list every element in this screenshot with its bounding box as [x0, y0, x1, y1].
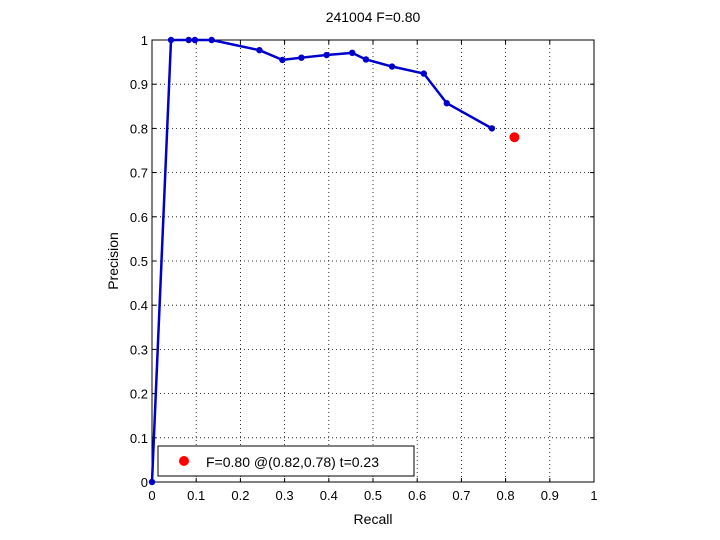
series-point — [488, 125, 496, 132]
y-tick-label: 0.6 — [130, 210, 148, 225]
x-tick-label: 0.2 — [231, 488, 249, 503]
legend: F=0.80 @(0.82,0.78) t=0.23 — [157, 445, 415, 477]
y-tick-label: 0.9 — [130, 77, 148, 92]
series-point — [362, 56, 370, 63]
series-point — [148, 478, 156, 486]
series-point — [208, 36, 215, 44]
series-point — [443, 100, 451, 107]
x-axis-label: Recall — [354, 511, 393, 527]
series-point — [388, 63, 396, 70]
y-tick-label: 0.8 — [130, 121, 148, 136]
series-point — [323, 51, 330, 59]
y-tick-label: 1 — [141, 33, 148, 48]
grid — [152, 40, 594, 482]
y-tick-label: 0.4 — [130, 298, 148, 313]
x-tick-label: 0.9 — [541, 488, 559, 503]
y-tick-label: 0.2 — [130, 387, 148, 402]
x-tick-label: 0.6 — [408, 488, 426, 503]
series-point — [256, 46, 263, 54]
series-point — [298, 54, 305, 61]
x-tick-label: 0.1 — [187, 488, 205, 503]
x-tick-label: 1 — [590, 488, 597, 503]
legend-box — [157, 445, 415, 477]
series-point — [167, 36, 175, 44]
series-point — [191, 36, 199, 44]
y-tick-label: 0.5 — [130, 254, 148, 269]
y-axis-label: Precision — [105, 232, 121, 290]
series-layer — [148, 36, 520, 486]
legend-label: F=0.80 @(0.82,0.78) t=0.23 — [206, 454, 379, 470]
series-point — [420, 70, 428, 77]
series-point — [185, 36, 192, 44]
y-tick-label: 0.7 — [130, 166, 148, 181]
series-point — [349, 49, 356, 57]
y-tick-label: 0 — [141, 475, 148, 490]
x-tick-label: 0 — [148, 488, 155, 503]
axis-ticks: 0 0.1 0.2 0.3 0.4 0.5 0.6 0.7 0.8 0.9 1 0 0.1 0.2 0.3 0… — [130, 33, 598, 503]
y-tick-label: 0.1 — [130, 431, 148, 446]
x-tick-label: 0.4 — [320, 488, 338, 503]
y-tick-label: 0.3 — [130, 342, 148, 357]
series-point — [279, 56, 286, 64]
x-tick-label: 0.3 — [276, 488, 294, 503]
chart-title: 241004 F=0.80 — [326, 9, 421, 25]
x-tick-label: 0.8 — [497, 488, 515, 503]
x-tick-label: 0.5 — [364, 488, 382, 503]
best-f-point — [509, 132, 520, 143]
legend-marker — [179, 456, 189, 466]
x-tick-label: 0.7 — [452, 488, 470, 503]
